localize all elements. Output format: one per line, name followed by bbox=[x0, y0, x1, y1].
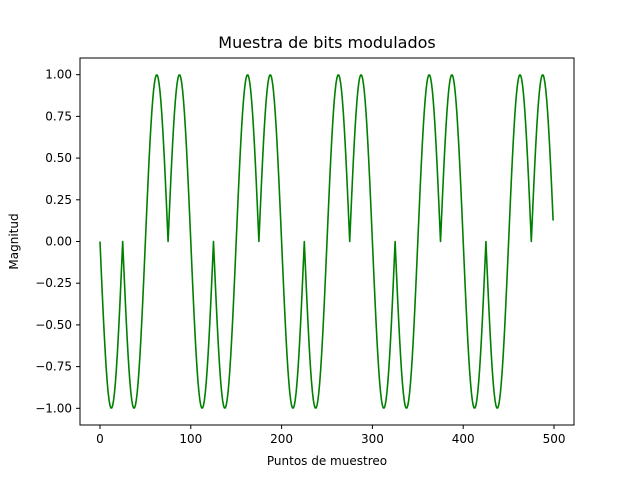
y-tick-label: 0.00 bbox=[45, 235, 72, 249]
y-tick-label: 0.75 bbox=[45, 109, 72, 123]
x-axis-label: Puntos de muestreo bbox=[267, 454, 387, 468]
x-tick-label: 400 bbox=[452, 432, 475, 446]
x-tick-label: 0 bbox=[96, 432, 104, 446]
y-tick-label: −0.25 bbox=[35, 276, 72, 290]
y-tick-label: −0.50 bbox=[35, 318, 72, 332]
x-tick-label: 200 bbox=[270, 432, 293, 446]
y-tick-label: −1.00 bbox=[35, 401, 72, 415]
x-tick-label: 300 bbox=[361, 432, 384, 446]
y-axis: −1.00 −0.75 −0.50 −0.25 0.00 0.25 0.50 0.75 1.00 bbox=[35, 68, 80, 415]
chart-title: Muestra de bits modulados bbox=[218, 33, 435, 52]
line-layer bbox=[99, 74, 554, 409]
x-tick-label: 500 bbox=[543, 432, 566, 446]
x-axis: 0 100 200 300 400 500 bbox=[96, 425, 565, 446]
y-axis-label: Magnitud bbox=[7, 213, 21, 269]
y-tick-label: 0.25 bbox=[45, 193, 72, 207]
y-tick-label: 1.00 bbox=[45, 68, 72, 82]
x-tick-label: 100 bbox=[179, 432, 202, 446]
y-tick-label: −0.75 bbox=[35, 360, 72, 374]
y-tick-label: 0.50 bbox=[45, 151, 72, 165]
series-line bbox=[99, 74, 554, 409]
